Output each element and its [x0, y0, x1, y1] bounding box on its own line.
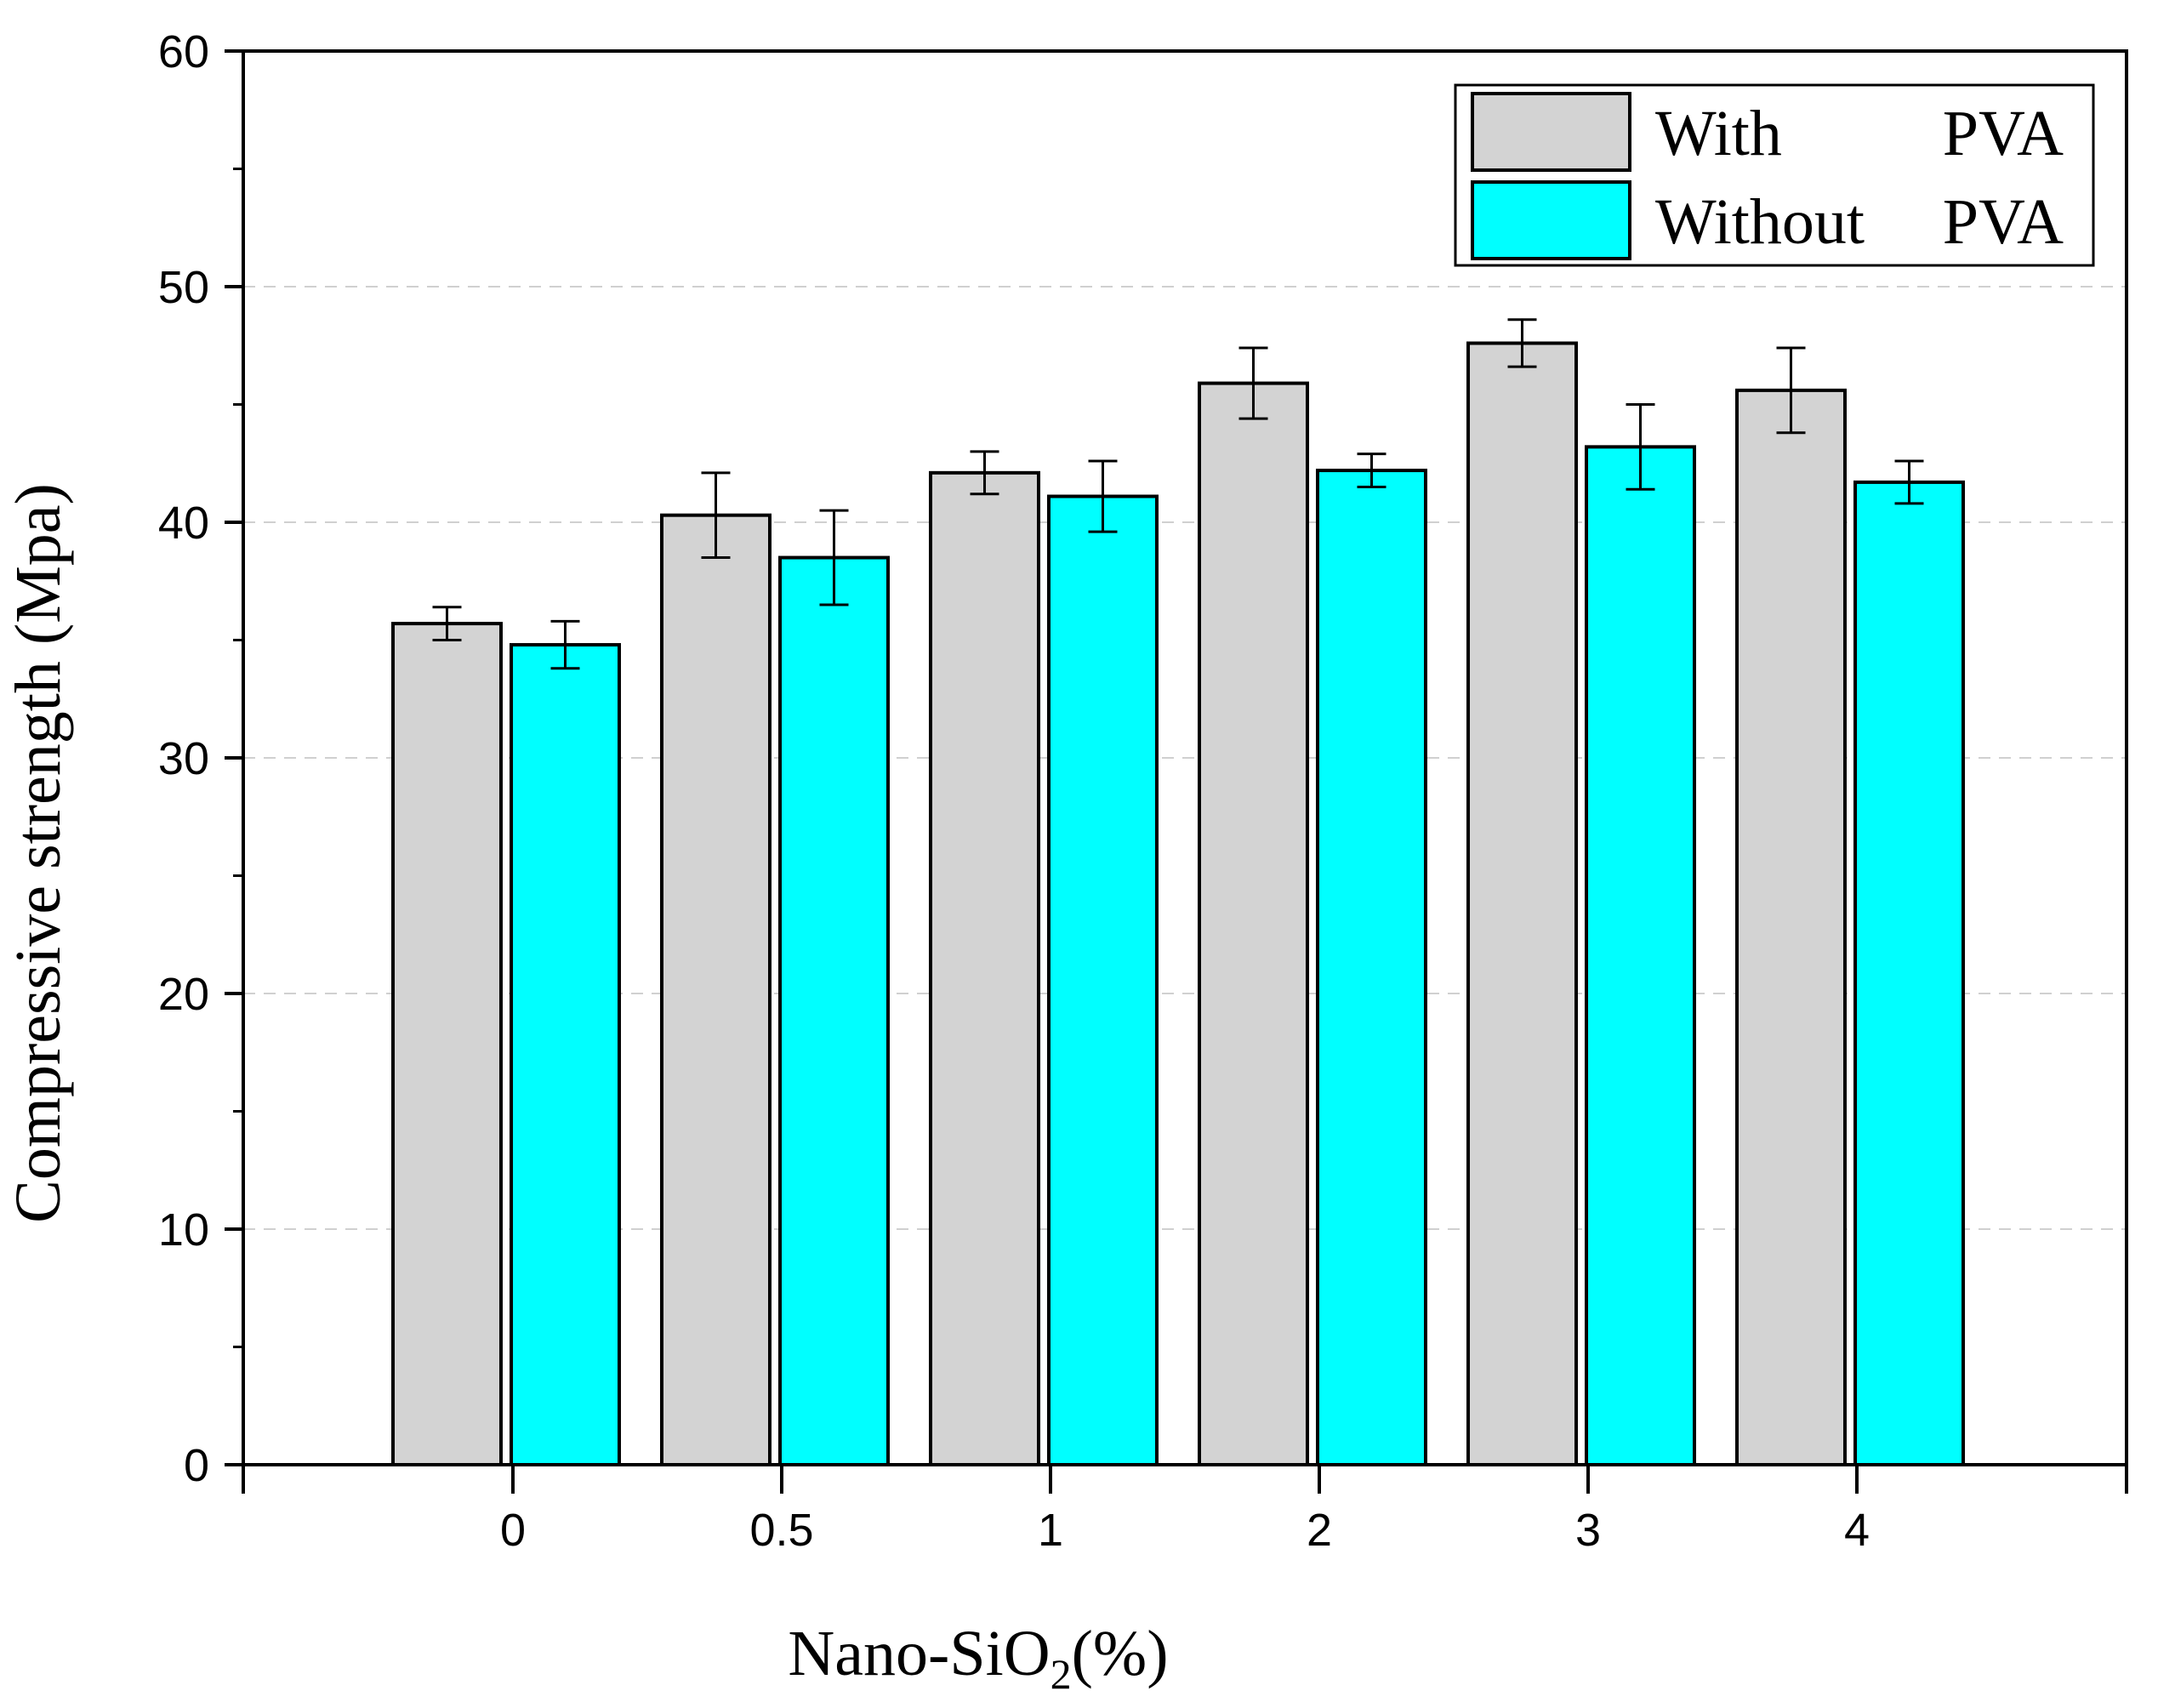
- bar-with-pva-4: [1735, 388, 1847, 1466]
- y-tick-label: 40: [158, 498, 209, 549]
- y-tick-label: 30: [158, 733, 209, 784]
- error-bars-layer: [432, 318, 1924, 670]
- legend-label-without: Without: [1655, 186, 1865, 258]
- y-tick-label: 60: [158, 26, 209, 77]
- legend-label-without-pva: PVA: [1943, 186, 2064, 258]
- bar-with-pva-1: [929, 470, 1040, 1467]
- bar-with-pva-3: [1466, 341, 1578, 1467]
- legend-label-with: With: [1655, 98, 1782, 169]
- bar-with-pva-0.5: [660, 513, 772, 1467]
- plot-frame: [242, 49, 2128, 1466]
- x-axis-title-suffix: (%): [1072, 1618, 1169, 1689]
- y-tick-label: 50: [158, 262, 209, 313]
- x-tick-label: 4: [1844, 1505, 1870, 1556]
- x-axis-title-main: Nano-SiO: [788, 1618, 1050, 1689]
- bar-without-pva-2: [1316, 469, 1427, 1466]
- bar-without-pva-4: [1853, 480, 1965, 1466]
- y-tick-labels: 0 10 20 30 40 50 60: [158, 26, 209, 1491]
- x-tick-labels: 0 0.5 1 2 3 4: [500, 1505, 1870, 1556]
- y-tick-label: 10: [158, 1204, 209, 1255]
- axes-layer: [225, 49, 2128, 1494]
- legend: With PVA Without PVA: [1454, 83, 2095, 267]
- x-tick-label: 0.5: [749, 1505, 813, 1556]
- legend-label-with-pva: PVA: [1943, 98, 2064, 169]
- y-axis-title: Compressive strength (Mpa): [3, 483, 74, 1223]
- bar-without-pva-3: [1585, 445, 1696, 1466]
- x-tick-label: 3: [1575, 1505, 1601, 1556]
- legend-swatch-with-pva: [1471, 92, 1631, 172]
- bar-with-pva-0: [391, 622, 503, 1466]
- x-axis-title-subscript: 2: [1051, 1650, 1072, 1698]
- legend-swatch-without-pva: [1471, 180, 1631, 260]
- bar-without-pva-0.5: [778, 555, 890, 1466]
- x-tick-label: 0: [500, 1505, 526, 1556]
- x-tick-label: 1: [1038, 1505, 1063, 1556]
- bars-layer: [391, 341, 1965, 1467]
- bar-without-pva-1: [1047, 494, 1159, 1466]
- x-tick-label: 2: [1307, 1505, 1332, 1556]
- x-axis-title: Nano-SiO2(%): [788, 1618, 1168, 1698]
- bar-without-pva-0: [510, 643, 621, 1466]
- y-tick-label: 20: [158, 969, 209, 1020]
- y-tick-label: 0: [184, 1440, 209, 1491]
- bar-with-pva-2: [1198, 381, 1309, 1467]
